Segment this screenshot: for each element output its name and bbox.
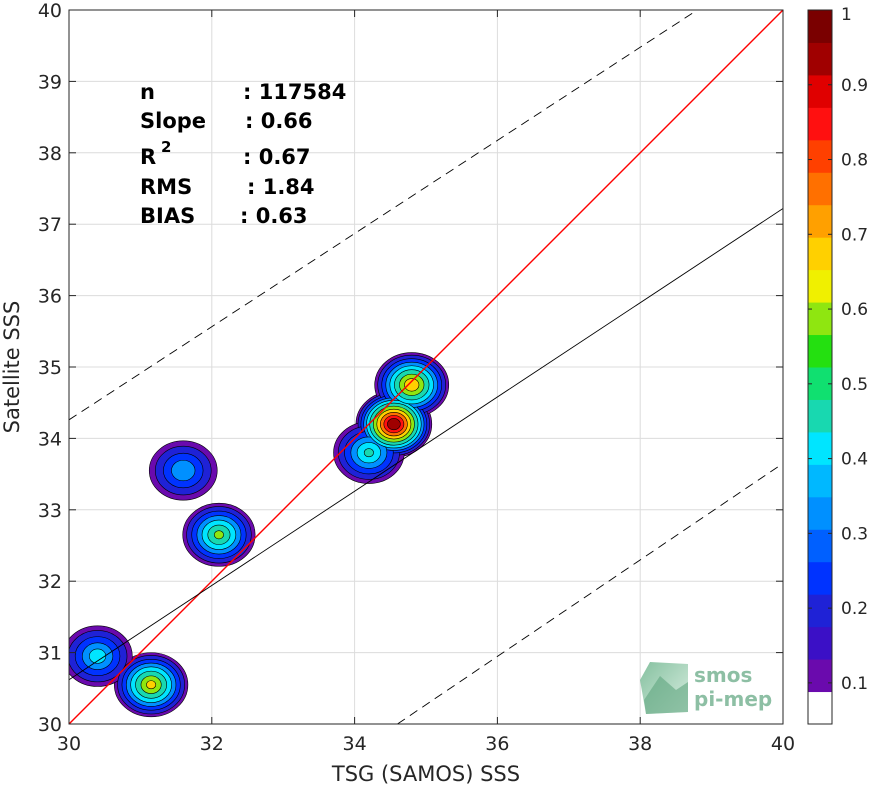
reference-lines xyxy=(69,10,783,724)
density-contour xyxy=(171,459,196,482)
y-tick-label: 35 xyxy=(38,357,62,379)
colorbar-segment xyxy=(808,659,832,693)
y-tick-label: 38 xyxy=(38,143,62,165)
line-1-1 xyxy=(69,10,783,724)
colorbar-segment xyxy=(808,237,832,271)
density-contour xyxy=(89,648,107,664)
colorbar-segment xyxy=(808,107,832,141)
colorbar-tick-label: 0.9 xyxy=(841,76,868,96)
x-tick-label: 30 xyxy=(57,733,81,755)
y-tick-label: 32 xyxy=(38,571,62,593)
colorbar-frame xyxy=(807,9,833,725)
y-tick-label: 33 xyxy=(38,500,62,522)
x-tick-label: 32 xyxy=(200,733,224,755)
colorbar-tick-label: 0.7 xyxy=(841,225,868,245)
colorbar-tick-label: 0.3 xyxy=(841,524,868,544)
colorbar-tick-label: 0.5 xyxy=(841,375,868,395)
colorbar-tick-labels: 0.1 0.2 0.3 0.4 0.5 0.6 0.7 0.8 0.9 1 xyxy=(841,5,868,694)
x-axis-label: TSG (SAMOS) SSS xyxy=(331,762,520,786)
x-tick-labels: 30 32 34 36 38 40 xyxy=(57,733,795,755)
stat-rms-value: : 1.84 xyxy=(247,175,315,199)
y-tick-label: 40 xyxy=(38,0,62,22)
x-tick-label: 34 xyxy=(343,733,367,755)
stat-slope-value: : 0.66 xyxy=(245,109,313,133)
line-upper xyxy=(69,10,698,421)
line-fit xyxy=(69,208,783,681)
colorbar-tick-label: 0.1 xyxy=(841,674,868,694)
y-axis-label: Satellite SSS xyxy=(0,301,24,434)
colorbar-segment xyxy=(808,269,832,303)
y-tick-label: 37 xyxy=(38,214,62,236)
y-tick-label: 31 xyxy=(38,643,62,665)
colorbar-segment xyxy=(808,561,832,595)
x-tick-label: 36 xyxy=(485,733,509,755)
density-contours xyxy=(69,352,450,718)
colorbar-segment xyxy=(808,399,832,433)
smos-pimep-logo: smos pi-mep xyxy=(640,662,772,714)
stat-bias-value: : 0.63 xyxy=(240,204,308,228)
colorbar-tick-label: 1 xyxy=(841,5,852,25)
line-lower xyxy=(397,463,783,724)
colorbar-segment xyxy=(808,302,832,336)
colorbar-tick-label: 0.6 xyxy=(841,300,868,320)
colorbar-segment xyxy=(808,431,832,465)
colorbar-segment xyxy=(808,334,832,368)
density-contour xyxy=(146,680,157,690)
logo-line1: smos xyxy=(694,663,752,687)
colorbar-tick-label: 0.4 xyxy=(841,450,868,470)
y-tick-label: 36 xyxy=(38,286,62,308)
y-tick-labels: 30 31 32 33 34 35 36 37 38 39 40 xyxy=(38,0,62,736)
colorbar-segment xyxy=(808,496,832,530)
stat-bias-label: BIAS xyxy=(140,204,195,228)
colorbar-segment xyxy=(808,204,832,238)
colorbar-segment xyxy=(808,10,832,43)
stat-n-label: n xyxy=(140,80,155,104)
colorbar-segment xyxy=(808,594,832,628)
colorbar-segment xyxy=(808,74,832,108)
contour-level xyxy=(387,418,401,431)
colorbar-segment xyxy=(808,172,832,206)
colorbar-tick-label: 0.8 xyxy=(841,151,868,171)
logo-line2: pi-mep xyxy=(694,687,772,711)
density-contour xyxy=(213,530,224,540)
density-contour xyxy=(404,378,420,392)
stat-slope-label: Slope xyxy=(140,109,206,133)
colorbar xyxy=(807,9,833,725)
colorbar-segment xyxy=(808,464,832,498)
stat-rms-label: RMS xyxy=(140,175,192,199)
stat-r2-value: : 0.67 xyxy=(243,145,311,169)
y-tick-label: 34 xyxy=(38,428,62,450)
stats-annotation: n : 117584 Slope : 0.66 R 2 : 0.67 RMS :… xyxy=(140,80,346,228)
colorbar-segment xyxy=(808,529,832,563)
x-tick-label: 38 xyxy=(628,733,652,755)
stat-r2-sup: 2 xyxy=(161,138,171,156)
density-contour xyxy=(387,418,401,431)
stat-n-value: : 117584 xyxy=(243,80,346,104)
y-tick-label: 30 xyxy=(38,714,62,736)
colorbar-tick-label: 0.2 xyxy=(841,599,868,619)
y-tick-label: 39 xyxy=(38,71,62,93)
stat-r2-label: R xyxy=(140,145,156,169)
density-contour xyxy=(363,448,374,458)
axis-ticks xyxy=(68,9,784,725)
colorbar-segment xyxy=(808,691,832,725)
x-tick-label: 40 xyxy=(771,733,795,755)
colorbar-segment xyxy=(808,139,832,173)
colorbar-segment xyxy=(808,626,832,660)
colorbar-segment xyxy=(808,42,832,76)
